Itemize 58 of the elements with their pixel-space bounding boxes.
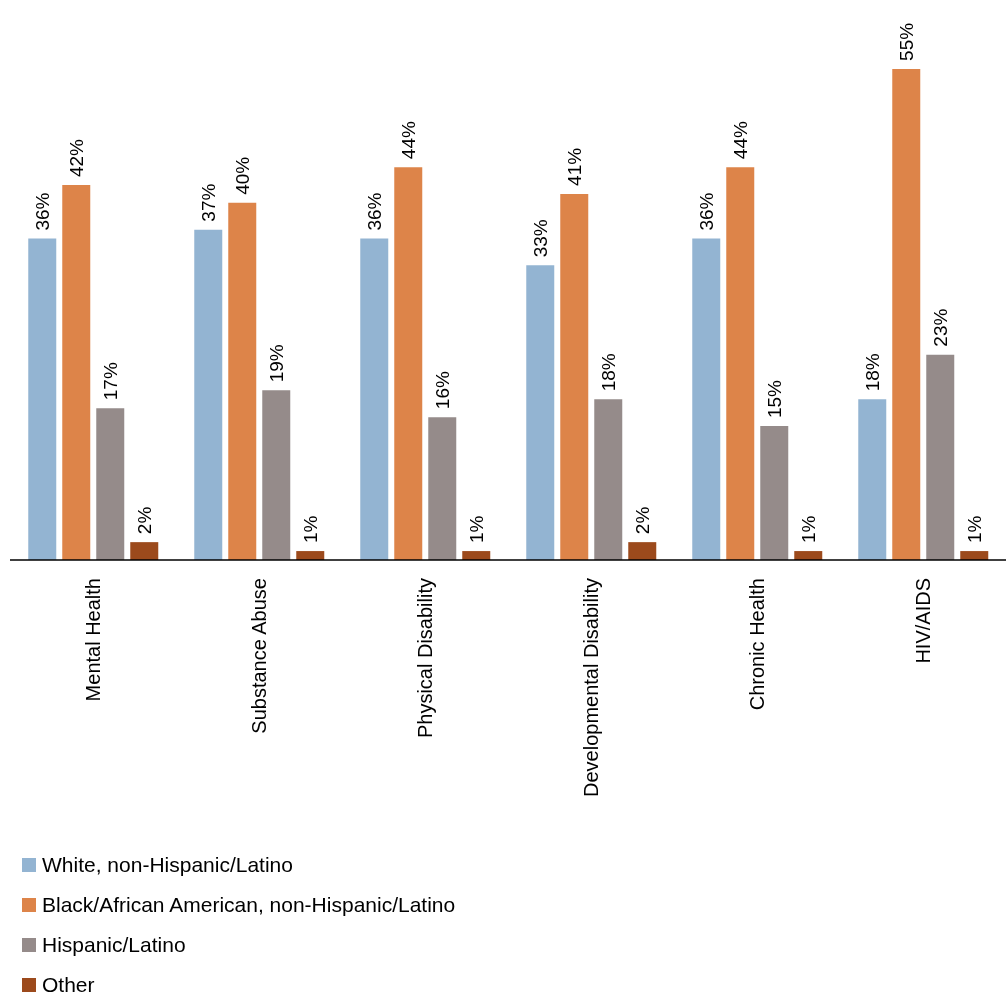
bar: [926, 354, 955, 560]
x-tick-label: Developmental Disability: [580, 578, 602, 797]
data-label: 41%: [563, 147, 585, 186]
x-tick-label: Mental Health: [82, 578, 104, 702]
bar: [628, 542, 657, 560]
x-tick-label: Physical Disability: [414, 578, 436, 739]
data-label: 42%: [65, 138, 87, 177]
bar: [462, 551, 491, 560]
bar: [228, 202, 257, 560]
data-label: 1%: [465, 515, 487, 544]
data-label: 36%: [695, 192, 717, 231]
legend-label: White, non-Hispanic/Latino: [42, 853, 293, 877]
data-label: 23%: [929, 308, 951, 347]
data-label: 40%: [231, 156, 253, 195]
data-label: 17%: [99, 362, 121, 401]
data-label: 37%: [197, 183, 219, 222]
bar: [960, 551, 989, 560]
data-label: 1%: [963, 515, 985, 544]
x-tick-label: Substance Abuse: [248, 578, 270, 734]
bar: [296, 551, 325, 560]
bar: [62, 185, 91, 560]
bar: [892, 68, 921, 560]
bar: [96, 408, 125, 560]
bar: [760, 426, 789, 560]
bar: [858, 399, 887, 560]
bar: [130, 542, 159, 560]
bar: [194, 229, 223, 560]
bar: [28, 238, 57, 560]
bar: [692, 238, 721, 560]
data-label: 19%: [265, 344, 287, 383]
data-label: 36%: [31, 192, 53, 231]
legend-label: Hispanic/Latino: [42, 933, 186, 957]
data-label: 15%: [763, 379, 785, 419]
data-label: 1%: [299, 515, 321, 544]
bar: [360, 238, 389, 560]
bar: [428, 417, 457, 560]
data-label: 18%: [861, 353, 883, 392]
data-label: 1%: [797, 515, 819, 544]
data-label: 18%: [597, 353, 619, 392]
bar: [794, 551, 823, 560]
bar: [594, 399, 623, 560]
x-tick-label: Chronic Health: [746, 578, 768, 711]
data-label: 2%: [133, 506, 155, 535]
data-label: 2%: [631, 506, 653, 535]
bar: [560, 193, 589, 560]
data-label: 44%: [397, 121, 419, 160]
bar: [394, 167, 423, 560]
legend-label: Other: [42, 973, 95, 992]
x-tick-label: HIV/AIDS: [912, 578, 934, 664]
data-label: 16%: [431, 371, 453, 410]
bar: [262, 390, 291, 560]
data-label: 33%: [529, 219, 551, 258]
legend-label: Black/African American, non-Hispanic/Latino: [42, 893, 456, 917]
data-label: 44%: [729, 121, 751, 160]
bar: [526, 265, 555, 560]
data-label: 55%: [895, 22, 917, 61]
data-label: 36%: [363, 192, 385, 231]
bar: [726, 167, 755, 560]
